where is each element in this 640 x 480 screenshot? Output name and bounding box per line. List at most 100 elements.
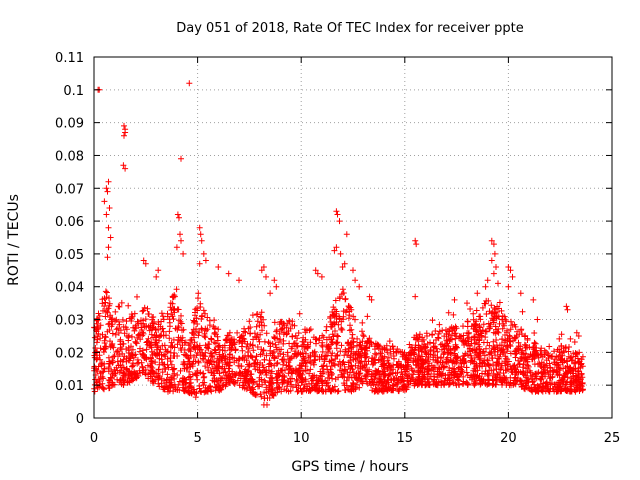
data-point	[153, 273, 160, 280]
data-point	[215, 264, 222, 270]
data-point	[120, 162, 127, 169]
data-point	[187, 379, 194, 386]
data-point	[311, 372, 318, 379]
data-point	[452, 343, 459, 350]
data-point	[346, 327, 353, 334]
data-point	[393, 349, 400, 356]
data-point	[416, 377, 423, 383]
data-point	[102, 299, 109, 306]
chart-title: Day 051 of 2018, Rate Of TEC Index for r…	[176, 21, 524, 36]
data-point	[415, 364, 422, 371]
data-point	[202, 342, 209, 349]
data-point	[360, 333, 367, 340]
data-point	[386, 371, 393, 378]
data-point	[463, 379, 470, 386]
data-point	[510, 382, 517, 388]
data-point	[288, 345, 295, 352]
data-point	[573, 377, 580, 384]
data-point	[332, 376, 339, 383]
data-point	[254, 318, 261, 325]
data-point	[493, 381, 500, 388]
data-point	[103, 211, 110, 218]
grid-lines	[94, 57, 612, 418]
data-point	[464, 300, 470, 307]
data-point	[352, 385, 359, 392]
data-point	[370, 381, 377, 388]
data-point	[532, 340, 539, 347]
data-point	[247, 371, 254, 378]
data-point	[348, 348, 355, 355]
data-point	[194, 370, 201, 377]
data-point	[267, 343, 274, 350]
data-point	[477, 355, 484, 362]
data-point	[263, 352, 270, 359]
data-point	[199, 326, 206, 333]
data-point	[99, 373, 106, 380]
data-point	[145, 335, 152, 342]
data-point	[342, 348, 349, 355]
data-point	[140, 353, 147, 360]
data-point	[507, 326, 514, 333]
data-point	[579, 353, 586, 360]
data-point	[223, 359, 229, 366]
data-point	[195, 332, 202, 339]
data-point	[224, 337, 230, 344]
data-point	[206, 360, 213, 367]
data-point	[107, 374, 114, 381]
data-point	[250, 336, 257, 343]
data-point	[467, 359, 474, 366]
data-point	[246, 318, 253, 325]
data-point	[532, 373, 539, 380]
data-point	[535, 354, 542, 361]
data-point	[277, 318, 284, 325]
data-point	[106, 295, 112, 302]
data-point	[284, 380, 291, 387]
data-point	[445, 334, 452, 340]
data-point	[211, 370, 218, 377]
data-point	[304, 344, 311, 351]
data-point	[430, 354, 437, 361]
data-point	[289, 321, 296, 328]
data-point	[551, 388, 558, 395]
data-point	[171, 370, 178, 377]
data-point	[305, 354, 312, 361]
data-point	[436, 321, 443, 328]
data-point	[265, 339, 272, 346]
data-point	[480, 348, 487, 355]
data-point	[200, 382, 207, 388]
data-point	[143, 356, 150, 363]
data-point	[357, 339, 363, 346]
data-point	[164, 376, 171, 383]
data-point	[468, 352, 474, 359]
data-point	[148, 326, 155, 333]
data-point	[466, 334, 472, 341]
data-point	[466, 346, 473, 353]
data-point	[117, 327, 124, 334]
data-point	[431, 377, 437, 384]
data-point	[505, 358, 512, 365]
data-point	[189, 371, 196, 378]
data-point	[286, 318, 293, 325]
data-point	[206, 322, 213, 329]
data-point	[287, 365, 294, 372]
data-point	[477, 313, 484, 320]
data-point	[267, 360, 274, 367]
data-point	[101, 337, 108, 344]
y-tick-label: 0.09	[55, 117, 84, 132]
data-point	[518, 383, 525, 390]
data-point	[549, 373, 556, 380]
data-point	[236, 355, 243, 362]
data-point	[307, 360, 314, 367]
data-point	[459, 368, 466, 374]
data-point	[222, 353, 229, 360]
data-point	[292, 332, 299, 339]
data-point	[495, 280, 501, 287]
data-point	[464, 380, 471, 387]
data-point	[362, 372, 368, 379]
data-point	[482, 283, 489, 290]
data-point	[338, 291, 345, 298]
data-point	[493, 337, 500, 343]
data-point	[121, 330, 128, 337]
data-point	[348, 382, 355, 389]
data-point	[243, 386, 250, 393]
